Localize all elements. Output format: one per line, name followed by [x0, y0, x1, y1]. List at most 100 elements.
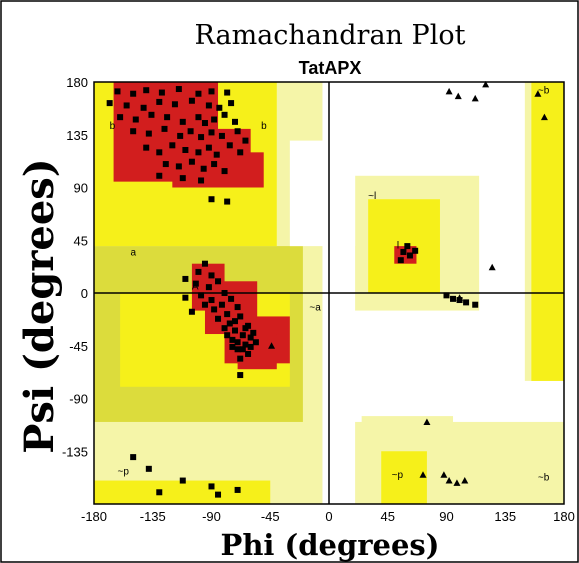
region-labels: b b a A ~a ~p ~l l ~b ~p ~b [110, 86, 550, 484]
point-tri-3 [482, 80, 490, 88]
point-sq-78 [221, 325, 228, 332]
point-sq-59 [208, 272, 215, 279]
x-tick-labels: -180 -135 -90 -45 0 45 90 135 180 [81, 509, 575, 524]
point-sq-103 [215, 491, 222, 498]
point-sq-52 [156, 172, 163, 179]
point-sq-4 [175, 86, 182, 93]
x-tick-label: 0 [325, 509, 332, 524]
point-sq-81 [229, 336, 236, 343]
region-letter-6: ~l [368, 191, 376, 202]
region-block-22 [322, 410, 356, 504]
point-sq-91 [234, 339, 241, 346]
point-sq-13 [188, 97, 195, 104]
x-tick-label: 135 [494, 509, 516, 524]
point-sq-36 [242, 137, 249, 144]
point-sq-77 [232, 327, 238, 334]
point-sq-100 [179, 477, 186, 484]
region-block-8 [94, 480, 271, 504]
point-sq-6 [208, 88, 215, 95]
point-sq-83 [252, 339, 259, 346]
point-sq-45 [237, 149, 244, 156]
chart-subtitle: TatAPX [299, 58, 362, 78]
point-sq-2 [143, 87, 150, 94]
point-sq-28 [145, 130, 152, 137]
point-sq-98 [130, 454, 137, 461]
point-sq-87 [247, 334, 254, 341]
point-sq-61 [192, 280, 199, 287]
point-tri-10 [453, 479, 461, 486]
point-sq-51 [221, 168, 228, 175]
point-sq-30 [177, 132, 184, 139]
point-sq-32 [198, 134, 205, 141]
point-sq-84 [234, 346, 241, 353]
plot-area: b b a A ~a ~p ~l l ~b ~p ~b [93, 80, 565, 505]
point-sq-10 [140, 104, 147, 111]
point-sq-16 [228, 100, 235, 107]
region-letter-2: a [131, 247, 137, 258]
region-block-11 [381, 451, 427, 504]
point-tri-7 [456, 294, 464, 301]
point-sq-46 [162, 161, 169, 168]
y-tick-label: 45 [74, 233, 88, 248]
x-tick-label: 45 [381, 509, 395, 524]
point-sq-9 [123, 102, 130, 109]
point-sq-33 [208, 129, 215, 136]
point-sq-11 [156, 98, 163, 105]
point-sq-1 [130, 90, 137, 97]
ramachandran-regions [94, 82, 564, 504]
y-tick-labels: 180 135 90 45 0 -45 -90 -135 [62, 75, 88, 459]
point-sq-110 [443, 292, 450, 299]
x-tick-label: -45 [261, 509, 280, 524]
point-sq-26 [232, 118, 238, 125]
point-sq-48 [188, 158, 195, 165]
point-sq-60 [182, 275, 189, 282]
point-sq-67 [218, 301, 225, 308]
region-letter-9: ~p [392, 470, 404, 481]
point-sq-106 [406, 252, 413, 259]
point-sq-7 [224, 89, 231, 96]
region-letter-7: l [397, 240, 399, 251]
point-tri-5 [540, 113, 548, 121]
point-sq-74 [226, 320, 233, 327]
point-sq-85 [245, 350, 252, 357]
point-sq-23 [201, 120, 208, 127]
point-sq-88 [224, 332, 231, 339]
point-sq-47 [175, 163, 182, 170]
point-sq-41 [195, 149, 202, 156]
point-sq-66 [208, 297, 215, 304]
point-sq-104 [234, 486, 241, 493]
y-tick-label: 90 [74, 181, 88, 196]
y-axis-label: Psi (degrees) [16, 158, 63, 453]
x-tick-label: -90 [202, 509, 221, 524]
y-tick-label: -135 [62, 444, 88, 459]
point-tri-1 [454, 92, 462, 100]
point-sq-114 [472, 301, 479, 308]
point-sq-70 [224, 311, 231, 318]
point-sq-75 [237, 313, 244, 320]
point-sq-53 [179, 175, 186, 182]
point-sq-89 [232, 318, 238, 325]
point-tri-12 [268, 342, 276, 349]
y-tick-label: -90 [69, 392, 88, 407]
point-sq-105 [400, 248, 407, 255]
point-sq-73 [215, 315, 222, 322]
region-letter-0: b [110, 121, 116, 132]
point-tri-11 [461, 477, 469, 484]
point-sq-24 [211, 116, 218, 123]
point-sq-113 [463, 299, 470, 306]
point-sq-79 [239, 332, 246, 339]
region-block-21 [289, 140, 356, 247]
region-letter-8: ~b [538, 86, 550, 97]
point-sq-25 [221, 111, 228, 118]
point-sq-38 [156, 149, 163, 156]
point-tri-8 [440, 471, 448, 478]
point-sq-56 [224, 198, 231, 205]
point-sq-63 [215, 278, 222, 285]
point-sq-17 [117, 114, 124, 121]
point-sq-18 [132, 116, 139, 123]
point-sq-111 [450, 295, 457, 302]
point-sq-71 [211, 306, 218, 313]
point-sq-102 [156, 489, 163, 496]
point-sq-92 [239, 346, 246, 353]
point-sq-39 [169, 142, 176, 149]
